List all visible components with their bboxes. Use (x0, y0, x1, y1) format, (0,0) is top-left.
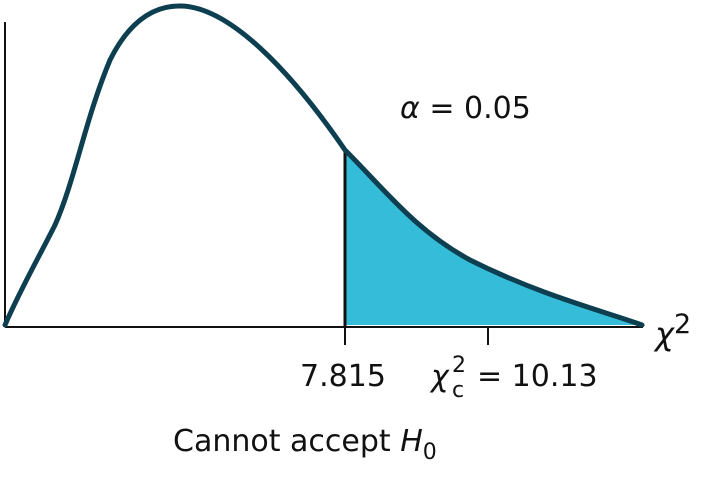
alpha-symbol: α (400, 91, 420, 126)
alpha-label: α = 0.05 (400, 91, 531, 126)
shaded-rejection-region (345, 150, 642, 325)
test-statistic-symbol: χ (429, 359, 450, 394)
test-statistic-superscript: 2 (452, 353, 466, 378)
x-axis-label: χ2 (653, 309, 691, 353)
caption-h-subscript: 0 (423, 440, 437, 465)
chi-square-curve (2, 3, 645, 328)
alpha-value: = 0.05 (420, 91, 531, 126)
axis-chi-symbol: χ (653, 315, 675, 353)
critical-value-label: 7.815 (300, 359, 386, 394)
conclusion-caption: Cannot accept H0 (173, 424, 437, 465)
test-statistic-subscript: c (452, 378, 464, 403)
axis-chi-superscript: 2 (674, 309, 691, 340)
caption-h-symbol: H (400, 424, 423, 459)
caption-text: Cannot accept (173, 424, 400, 459)
test-statistic-value: = 10.13 (477, 359, 598, 394)
